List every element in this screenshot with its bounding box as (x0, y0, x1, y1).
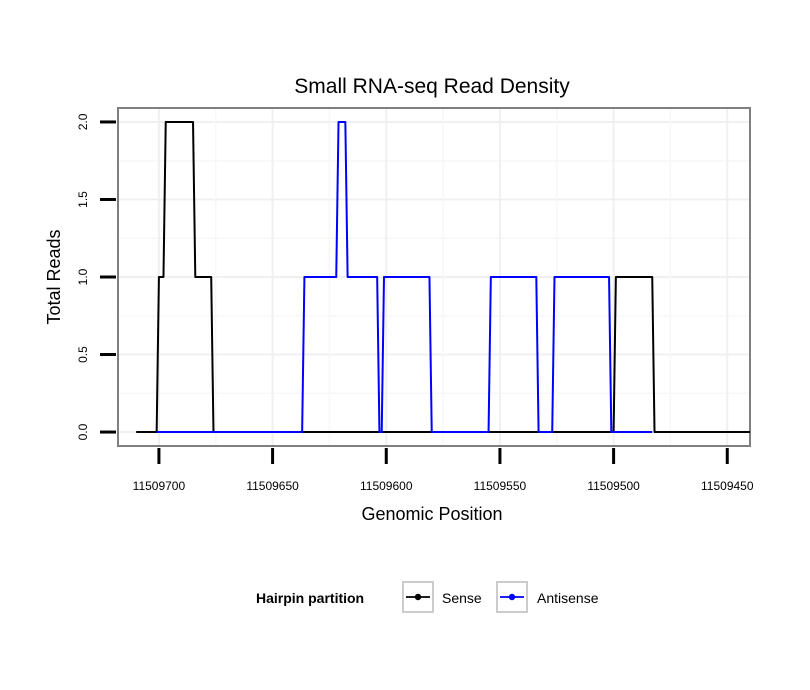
legend: Hairpin partition Sense Antisense (256, 581, 599, 613)
y-tick-label: 0.5 (76, 346, 90, 363)
x-tick-label: 11509650 (246, 479, 299, 493)
legend-item-sense: Sense (402, 581, 482, 613)
series-line-antisense (156, 120, 653, 434)
x-tick-label: 11509700 (133, 479, 186, 493)
y-tick-label: 0.0 (76, 423, 90, 440)
legend-marker-sense (414, 593, 422, 601)
legend-label-sense: Sense (442, 590, 482, 606)
x-tick-label: 11509450 (701, 479, 754, 493)
y-tick-label: 1.0 (76, 268, 90, 285)
series-line-sense (136, 120, 750, 434)
y-tick-label: 2.0 (76, 113, 90, 130)
series-group (136, 120, 750, 434)
x-axis: 11509700 11509650 11509600 11509550 11509500… (133, 448, 754, 493)
chart-title: Small RNA-seq Read Density (294, 75, 570, 98)
x-tick-label: 11509600 (360, 479, 413, 493)
y-axis: 0.0 0.5 1.0 1.5 2.0 (76, 113, 116, 440)
x-tick-label: 11509550 (474, 479, 527, 493)
x-axis-title: Genomic Position (361, 504, 502, 524)
legend-item-antisense: Antisense (496, 581, 599, 613)
plot-panel (117, 107, 751, 447)
x-tick-label: 11509500 (587, 479, 640, 493)
legend-title: Hairpin partition (256, 590, 364, 606)
y-axis-title: Total Reads (44, 229, 64, 324)
legend-marker-antisense (508, 593, 516, 601)
y-tick-label: 1.5 (76, 191, 90, 208)
legend-label-antisense: Antisense (537, 590, 599, 606)
